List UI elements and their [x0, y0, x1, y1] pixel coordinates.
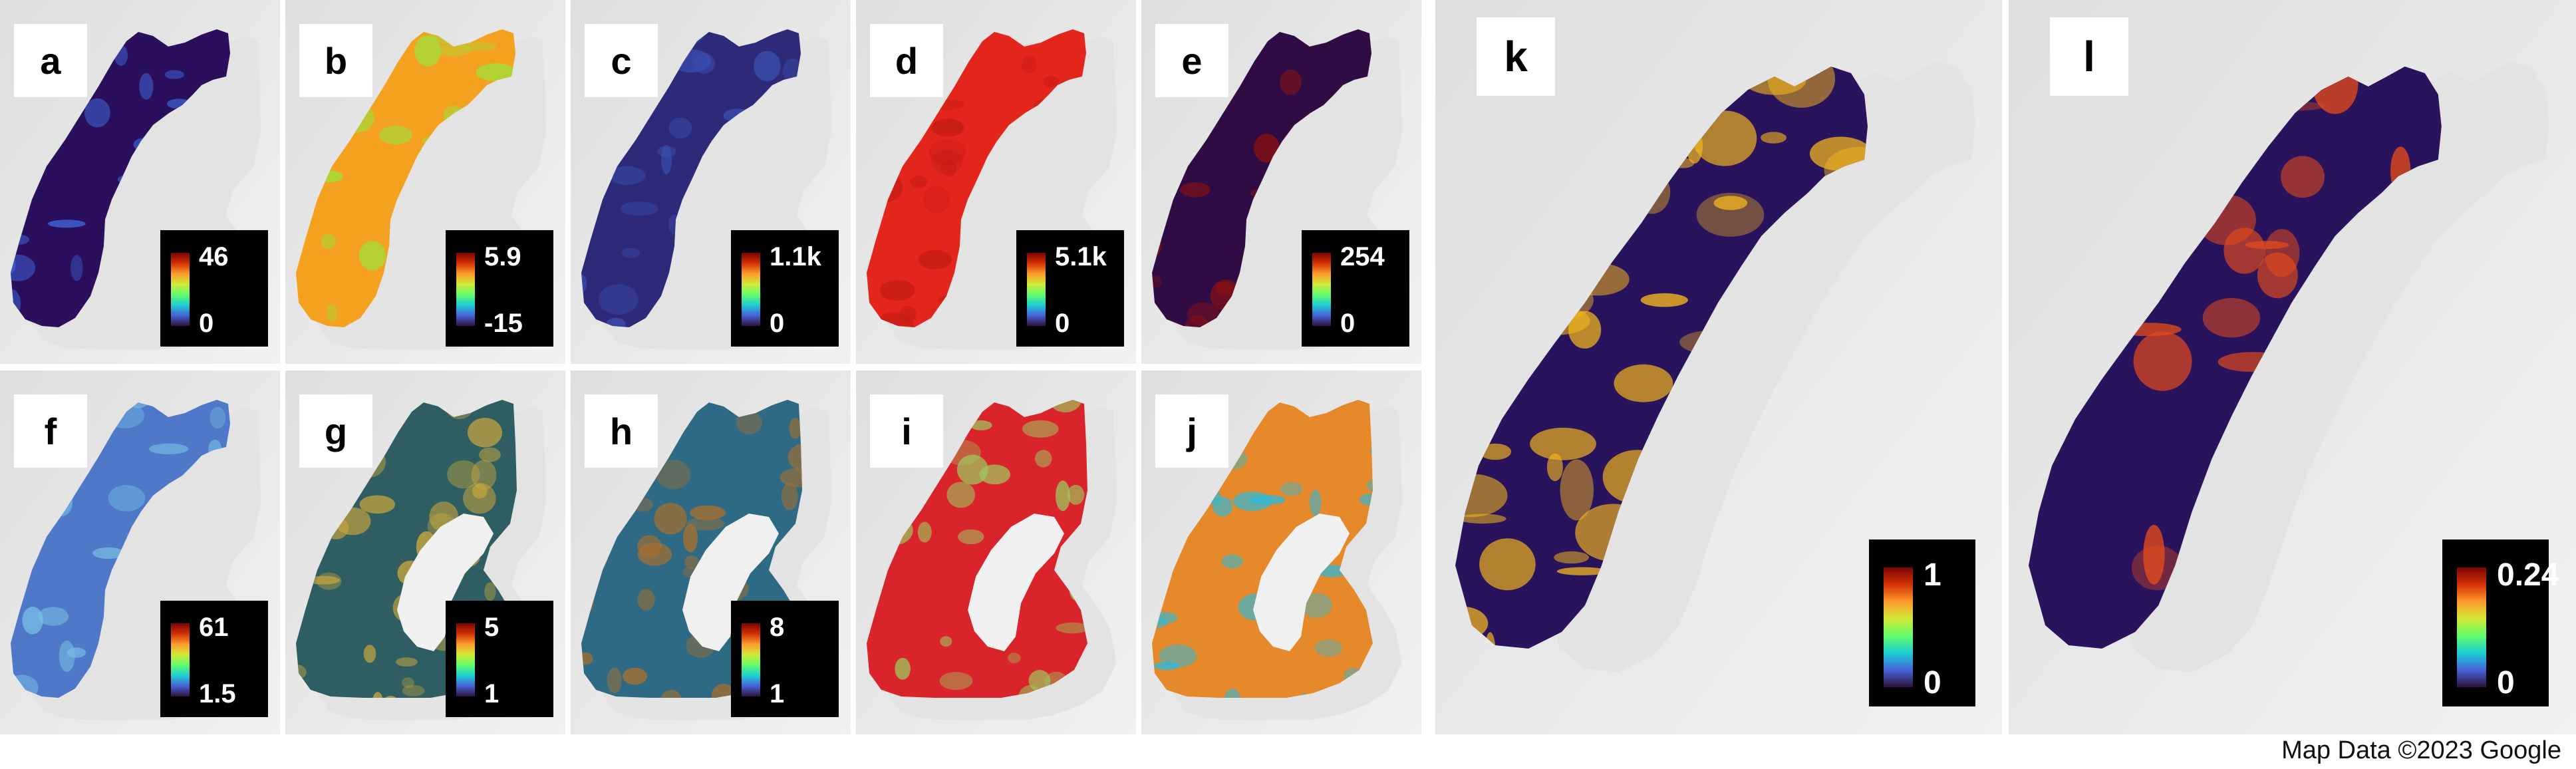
- colorbar-min-label: 0: [770, 309, 785, 338]
- colorbar-gradient: [1027, 253, 1046, 326]
- map-panel-f: f 61 1.5: [0, 371, 280, 734]
- map-image: [1141, 371, 1421, 734]
- map-panel-b: b 5.9 -15: [285, 0, 565, 364]
- colorbar-min-label: 0: [1055, 309, 1070, 338]
- colorbar-gradient: [742, 623, 760, 696]
- panel-label: d: [870, 24, 943, 97]
- map-panel-i: i: [856, 371, 1136, 734]
- map-panel-l: l 0.24 0: [2009, 0, 2576, 734]
- colorbar-legend: 5.9 -15: [446, 230, 553, 347]
- colorbar-legend: 254 0: [1302, 230, 1409, 347]
- map-data-credit: Map Data ©2023 Google: [2281, 736, 2561, 764]
- panel-label: i: [870, 394, 943, 468]
- panel-label: e: [1155, 24, 1228, 97]
- colorbar-min-label: 0: [2497, 665, 2515, 700]
- colorbar-min-label: 1: [770, 679, 785, 708]
- panel-label: j: [1155, 394, 1228, 468]
- colorbar-min-label: 0: [1340, 309, 1356, 338]
- panel-label: k: [1477, 17, 1555, 96]
- colorbar-max-label: 0.24: [2497, 557, 2559, 593]
- colorbar-min-label: 0: [199, 309, 214, 338]
- colorbar-gradient: [171, 253, 190, 326]
- panel-label: h: [585, 394, 658, 468]
- colorbar-max-label: 5.9: [484, 242, 521, 271]
- colorbar-legend: 0.24 0: [2442, 539, 2559, 706]
- map-panel-c: c 1.1k 0: [571, 0, 851, 364]
- colorbar-max-label: 5: [484, 613, 500, 642]
- colorbar-min-label: 1.5: [199, 679, 236, 708]
- colorbar-gradient: [171, 623, 190, 696]
- colorbar-max-label: 1: [1924, 557, 1941, 593]
- colorbar-gradient: [742, 253, 760, 326]
- colorbar-max-label: 1.1k: [770, 242, 821, 271]
- map-panel-a: a 46 0: [0, 0, 280, 364]
- colorbar-gradient: [2457, 567, 2486, 687]
- panel-label: f: [14, 394, 87, 468]
- colorbar-min-label: 0: [1924, 665, 1941, 700]
- panel-label: l: [2050, 17, 2128, 96]
- colorbar-max-label: 61: [199, 613, 229, 642]
- colorbar-max-label: 8: [770, 613, 785, 642]
- colorbar-legend: 61 1.5: [160, 601, 268, 717]
- colorbar-min-label: 1: [484, 679, 500, 708]
- panel-label: c: [585, 24, 658, 97]
- colorbar-legend: 46 0: [160, 230, 268, 347]
- colorbar-gradient: [456, 623, 475, 696]
- panel-label: a: [14, 24, 87, 97]
- colorbar-legend: 1.1k 0: [731, 230, 839, 347]
- colorbar-max-label: 46: [199, 242, 229, 271]
- colorbar-max-label: 5.1k: [1055, 242, 1107, 271]
- colorbar-legend: 5.1k 0: [1016, 230, 1124, 347]
- colorbar-gradient: [1312, 253, 1331, 326]
- panel-label: b: [299, 24, 372, 97]
- map-panel-e: e 254 0: [1141, 0, 1421, 364]
- colorbar-min-label: -15: [484, 309, 523, 338]
- colorbar-gradient: [456, 253, 475, 326]
- colorbar-max-label: 254: [1340, 242, 1385, 271]
- panel-label: g: [299, 394, 372, 468]
- colorbar-gradient: [1884, 567, 1913, 687]
- map-panel-j: j: [1141, 371, 1421, 734]
- map-panel-d: d 5.1k 0: [856, 0, 1136, 364]
